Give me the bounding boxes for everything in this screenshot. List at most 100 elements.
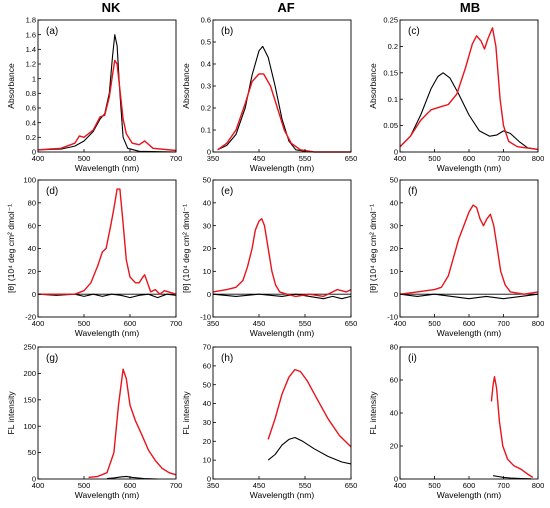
y-tick-label: 40 bbox=[203, 399, 211, 408]
y-axis-label: FL intensity bbox=[6, 391, 16, 435]
x-tick-label: 350 bbox=[207, 154, 220, 163]
y-tick-label: 1.8 bbox=[26, 16, 36, 25]
x-tick-label: 700 bbox=[170, 481, 183, 490]
panel-label: (d) bbox=[46, 186, 58, 197]
x-axis-label: Wavelength (nm) bbox=[437, 163, 502, 173]
y-tick-label: 0 bbox=[207, 148, 211, 157]
y-tick-label: 0.2 bbox=[201, 104, 211, 113]
x-tick-label: 500 bbox=[428, 481, 441, 490]
chart-panel: 400 500 600 700 0 50 100 150 200 250 (g) Wavelength… bbox=[6, 343, 182, 500]
x-tick-label: 500 bbox=[428, 154, 441, 163]
y-tick-label: 0 bbox=[394, 475, 398, 484]
y-tick-label: 0.6 bbox=[26, 104, 36, 113]
series-line bbox=[37, 34, 177, 153]
x-tick-label: 600 bbox=[124, 154, 137, 163]
x-tick-label: 600 bbox=[463, 319, 476, 328]
series-line bbox=[399, 27, 539, 151]
x-axis-label: Wavelength (nm) bbox=[250, 490, 315, 500]
series-line bbox=[399, 204, 539, 295]
x-tick-label: 600 bbox=[124, 481, 137, 490]
x-axis-label: Wavelength (nm) bbox=[75, 490, 140, 500]
y-tick-label: 0.6 bbox=[201, 16, 211, 25]
y-tick-label: 0 bbox=[207, 475, 211, 484]
y-tick-label: 60 bbox=[390, 376, 398, 385]
series-line bbox=[267, 436, 352, 465]
y-tick-label: 50 bbox=[390, 176, 398, 185]
y-tick-label: 150 bbox=[23, 395, 36, 404]
y-tick-label: 0 bbox=[32, 148, 36, 157]
y-tick-label: 20 bbox=[390, 442, 398, 451]
x-tick-label: 350 bbox=[207, 481, 220, 490]
panel-label: (a) bbox=[46, 26, 58, 37]
y-tick-label: 40 bbox=[390, 409, 398, 418]
y-tick-label: 20 bbox=[28, 267, 36, 276]
series-line bbox=[212, 218, 352, 298]
y-tick-label: 40 bbox=[390, 198, 398, 207]
panel-label: (f) bbox=[408, 186, 417, 197]
x-tick-label: 600 bbox=[463, 481, 476, 490]
y-axis-label: Absorbance bbox=[181, 63, 191, 109]
y-tick-label: 100 bbox=[23, 422, 36, 431]
x-tick-label: 700 bbox=[497, 319, 510, 328]
plot-frame bbox=[399, 346, 539, 480]
x-tick-label: 550 bbox=[299, 319, 312, 328]
y-tick-label: 0.4 bbox=[201, 60, 211, 69]
series-line bbox=[217, 45, 351, 153]
panel-label: (b) bbox=[221, 26, 233, 37]
x-tick-label: 700 bbox=[170, 154, 183, 163]
y-tick-label: 40 bbox=[28, 244, 36, 253]
y-tick-label: 40 bbox=[203, 198, 211, 207]
y-tick-label: 0 bbox=[32, 475, 36, 484]
y-tick-label: 1 bbox=[32, 74, 36, 83]
y-tick-label: 30 bbox=[390, 221, 398, 230]
x-tick-label: 700 bbox=[497, 154, 510, 163]
series-line bbox=[37, 293, 177, 299]
y-tick-label: 0.3 bbox=[201, 82, 211, 91]
y-tick-label: 250 bbox=[23, 343, 36, 352]
x-tick-label: 400 bbox=[32, 154, 45, 163]
series-line bbox=[37, 59, 177, 152]
y-tick-label: 100 bbox=[23, 176, 36, 185]
panel-grid: 400 500 600 70000.20.40.60.811.21.41.61.8(a… bbox=[6, 16, 544, 500]
y-tick-label: 70 bbox=[203, 343, 211, 352]
y-tick-label: 1.6 bbox=[26, 30, 36, 39]
y-tick-label: 0.2 bbox=[388, 42, 398, 51]
y-tick-label: 0 bbox=[32, 290, 36, 299]
y-tick-label: 0.1 bbox=[201, 126, 211, 135]
chart-panel: 400 500 600 700 800 0 20 40 60 80 (i) Wavelength (n… bbox=[368, 343, 544, 500]
x-tick-label: 450 bbox=[253, 319, 266, 328]
plot-frame bbox=[37, 346, 177, 480]
x-tick-label: 550 bbox=[299, 481, 312, 490]
y-tick-label: 1.2 bbox=[26, 60, 36, 69]
series-line bbox=[493, 475, 532, 480]
x-tick-label: 800 bbox=[532, 481, 545, 490]
y-tick-label: 20 bbox=[203, 244, 211, 253]
x-axis-label: Wavelength (nm) bbox=[250, 163, 315, 173]
x-tick-label: 400 bbox=[394, 481, 407, 490]
series-line bbox=[267, 368, 352, 448]
y-tick-label: 0.8 bbox=[26, 89, 36, 98]
x-tick-label: 650 bbox=[345, 319, 358, 328]
chart-panel: 350 450 550 650 0 10 20 30 40 50 60 70 (h) Wavelength… bbox=[181, 343, 357, 500]
y-axis-label: [θ] (10⁴ deg cm² dmol⁻¹ bbox=[6, 204, 16, 293]
x-tick-label: 550 bbox=[299, 154, 312, 163]
y-tick-label: 30 bbox=[203, 221, 211, 230]
y-tick-label: 0.1 bbox=[388, 95, 398, 104]
y-axis-label: FL intensity bbox=[368, 391, 378, 435]
x-axis-label: Wavelength (nm) bbox=[75, 328, 140, 338]
series-line bbox=[399, 293, 539, 300]
x-tick-label: 350 bbox=[207, 319, 220, 328]
column-title-af: AF bbox=[277, 0, 294, 15]
y-tick-label: 0.5 bbox=[201, 38, 211, 47]
panel-label: (h) bbox=[221, 353, 233, 364]
y-tick-label: 1.4 bbox=[26, 45, 36, 54]
x-tick-label: 400 bbox=[394, 154, 407, 163]
panel-label: (c) bbox=[408, 26, 420, 37]
x-tick-label: 400 bbox=[32, 319, 45, 328]
y-tick-label: 0.15 bbox=[383, 68, 398, 77]
y-tick-label: 10 bbox=[390, 267, 398, 276]
x-tick-label: 650 bbox=[345, 481, 358, 490]
series-line bbox=[88, 368, 177, 479]
x-tick-label: 450 bbox=[253, 154, 266, 163]
x-tick-label: 500 bbox=[78, 154, 91, 163]
